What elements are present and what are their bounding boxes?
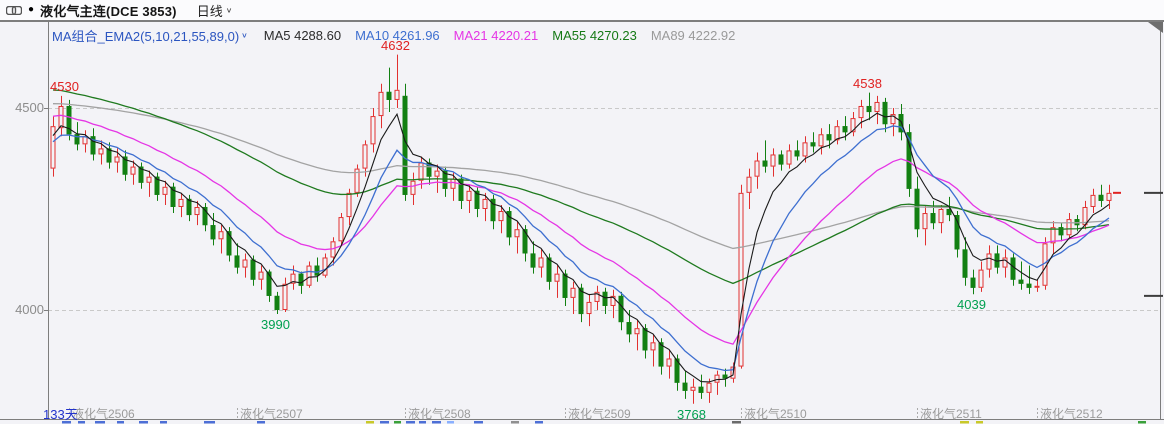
x-axis-contract-label: 液化气2510 [744, 407, 807, 421]
x-axis-contract-label: 液化气2508 [408, 407, 471, 421]
price-annotation-high: 4538 [853, 75, 882, 91]
ma-value-ma55: MA55 4270.23 [552, 28, 637, 43]
price-annotation-high: 4530 [50, 78, 79, 94]
y-axis-tick-label: 4000 [15, 302, 44, 317]
chevron-down-icon: ∨ [241, 31, 248, 40]
period-label: 日线 [196, 3, 223, 19]
y-axis-tick-label: 4500 [15, 100, 44, 115]
collapse-triangle-icon[interactable] [1148, 22, 1163, 33]
instrument-title: 液化气主连(DCE 3853) [40, 3, 177, 19]
x-axis-contract-label: 液化气2509 [568, 407, 631, 421]
price-annotation-low: 4039 [957, 297, 986, 313]
ma-settings-dropdown[interactable]: MA组合_EMA2(5,10,21,55,89,0) ∨ [52, 26, 248, 45]
price-annotation-high: 4632 [381, 37, 410, 53]
x-axis-contract-label: 液化气2512 [1040, 407, 1103, 421]
ma-legend: MA5 4288.60 MA10 4261.96 MA21 4220.21 MA55 … [264, 28, 750, 43]
ma-value-ma89: MA89 4222.92 [650, 28, 736, 43]
ma-value-ma5: MA5 4288.60 [263, 28, 342, 43]
price-annotation-low: 3990 [261, 317, 290, 333]
ma-value-ma21: MA21 4220.21 [453, 28, 539, 43]
price-annotation-low: 3768 [677, 406, 706, 422]
instrument-dot-icon: ● [28, 4, 35, 15]
days-count-label: 133天 [43, 407, 78, 422]
indicator-row: MA组合_EMA2(5,10,21,55,89,0) ∨ MA5 4288.60… [52, 26, 749, 45]
ma-value-ma10: MA10 4261.96 [355, 28, 440, 43]
x-axis-contract-label: 液化气2506 [72, 407, 135, 421]
x-axis-contract-label: 液化气2511 [920, 407, 982, 421]
chevron-down-icon: ∨ [225, 5, 233, 14]
link-icon[interactable] [6, 5, 22, 15]
chart-header: ● 液化气主连(DCE 3853) 日线 ∨ [0, 0, 1164, 22]
x-axis-contract-label: 液化气2507 [240, 407, 303, 421]
ma-settings-label: MA组合_EMA2(5,10,21,55,89,0) [52, 29, 240, 44]
period-selector[interactable]: 日线 ∨ [197, 1, 233, 20]
